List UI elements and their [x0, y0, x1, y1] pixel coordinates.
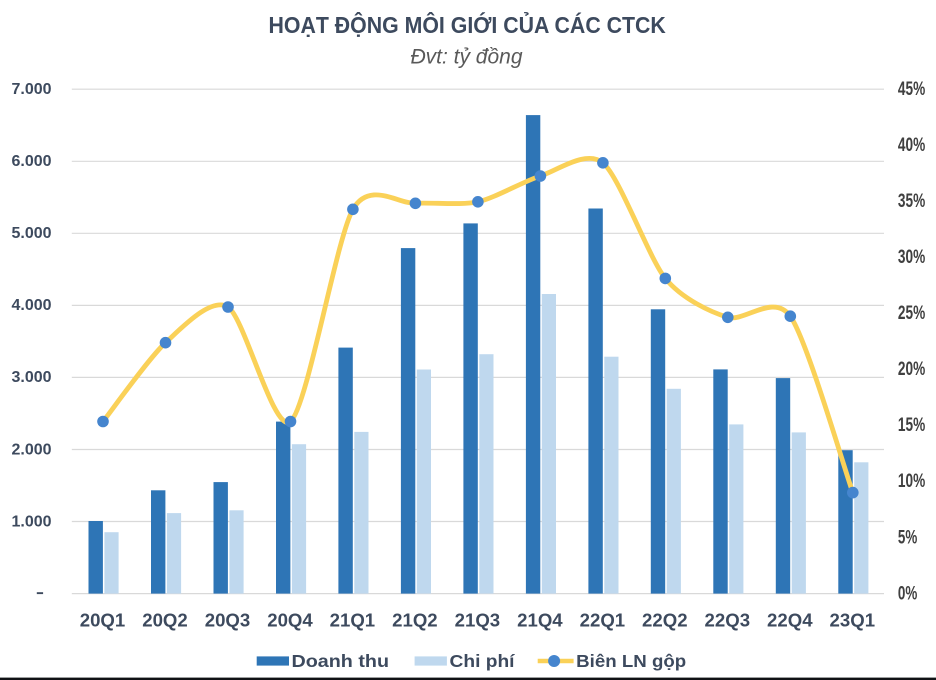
svg-text:5.000: 5.000	[12, 225, 52, 242]
svg-text:21Q1: 21Q1	[330, 610, 376, 631]
svg-text:30%: 30%	[898, 247, 925, 268]
svg-text:Doanh thu: Doanh thu	[292, 651, 390, 671]
svg-text:20Q4: 20Q4	[267, 610, 313, 631]
svg-text:0%: 0%	[898, 583, 917, 604]
svg-text:22Q3: 22Q3	[705, 610, 751, 631]
svg-text:22Q4: 22Q4	[767, 610, 813, 631]
svg-text:22Q1: 22Q1	[580, 610, 626, 631]
svg-text:35%: 35%	[898, 191, 925, 212]
svg-text:Chi phí: Chi phí	[450, 651, 516, 671]
svg-text:3.000: 3.000	[12, 369, 52, 386]
svg-text:20Q2: 20Q2	[142, 610, 188, 631]
svg-text:20Q1: 20Q1	[80, 610, 126, 631]
svg-text:40%: 40%	[898, 135, 925, 156]
svg-text:2.000: 2.000	[12, 441, 52, 458]
svg-text:20Q3: 20Q3	[205, 610, 251, 631]
svg-text:6.000: 6.000	[12, 153, 52, 170]
svg-text:Biên LN gộp: Biên LN gộp	[576, 651, 686, 671]
svg-text:21Q2: 21Q2	[392, 610, 438, 631]
svg-text:22Q2: 22Q2	[642, 610, 688, 631]
svg-text:HOẠT ĐỘNG MÔI GIỚI CỦA CÁC CTC: HOẠT ĐỘNG MÔI GIỚI CỦA CÁC CTCK	[269, 10, 667, 38]
svg-text:15%: 15%	[898, 415, 925, 436]
svg-text:10%: 10%	[898, 471, 925, 492]
svg-text:45%: 45%	[898, 79, 925, 100]
svg-text:4.000: 4.000	[12, 297, 52, 314]
svg-text:20%: 20%	[898, 359, 925, 380]
svg-text:7.000: 7.000	[12, 81, 52, 98]
svg-text:5%: 5%	[898, 527, 917, 548]
svg-text:Đvt: tỷ đồng: Đvt: tỷ đồng	[411, 44, 523, 68]
svg-text:1.000: 1.000	[12, 513, 52, 530]
svg-text:21Q4: 21Q4	[517, 610, 563, 631]
svg-text:21Q3: 21Q3	[455, 610, 501, 631]
svg-text:25%: 25%	[898, 303, 925, 324]
svg-text:23Q1: 23Q1	[830, 610, 876, 631]
